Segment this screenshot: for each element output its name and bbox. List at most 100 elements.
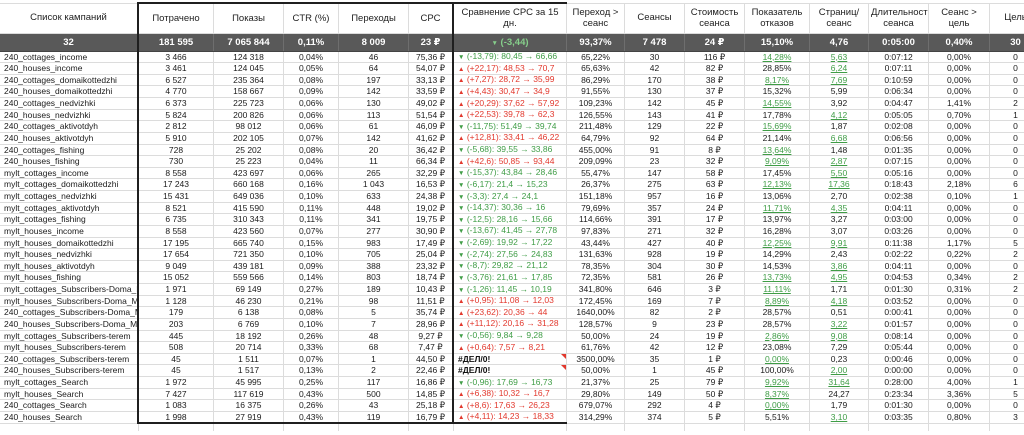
cell-bounce[interactable]: 14,29%: [745, 249, 810, 261]
cell-spent[interactable]: 6 373: [138, 98, 214, 110]
cell-name[interactable]: mylt_cottages_Subscribers-terem: [0, 330, 138, 342]
cell-t2s[interactable]: 109,23%: [567, 98, 625, 110]
cell-clicks[interactable]: 983: [339, 237, 409, 249]
cell-shows[interactable]: 660 168: [214, 179, 284, 191]
cell-dur[interactable]: 0:04:11: [869, 260, 929, 272]
cell-bounce[interactable]: 8,17%: [745, 74, 810, 86]
summary-cell-cmp[interactable]: ▼ (-3,44): [453, 33, 567, 51]
cell-name[interactable]: mylt_cottages_Search: [0, 377, 138, 389]
cell-clicks[interactable]: 388: [339, 260, 409, 272]
cell-pages[interactable]: 17,36: [810, 179, 869, 191]
cell-ctr[interactable]: 0,06%: [284, 167, 339, 179]
cell-ctr[interactable]: 0,04%: [284, 156, 339, 168]
cell-pages[interactable]: 2,70: [810, 191, 869, 203]
cell-s2g[interactable]: 0,00%: [929, 214, 990, 226]
cell-dur[interactable]: 0:10:59: [869, 74, 929, 86]
cell-scost[interactable]: 3 ₽: [685, 284, 745, 296]
cell-t2s[interactable]: 211,48%: [567, 121, 625, 133]
cell-cpc[interactable]: 41,62 ₽: [409, 132, 454, 144]
summary-cell-spent[interactable]: 181 595: [138, 33, 214, 51]
bounce-value[interactable]: 13,73%: [763, 272, 792, 282]
cell-sess[interactable]: 23: [625, 156, 685, 168]
pages-value[interactable]: 5,50: [831, 168, 848, 178]
cell-scost[interactable]: 2 ₽: [685, 307, 745, 319]
cell-clicks[interactable]: 11: [339, 156, 409, 168]
cell-bounce[interactable]: 11,71%: [745, 202, 810, 214]
cell-t2s[interactable]: 114,66%: [567, 214, 625, 226]
cell-goal[interactable]: 6: [990, 179, 1024, 191]
cell-ctr[interactable]: 0,06%: [284, 98, 339, 110]
cell-bounce[interactable]: 28,85%: [745, 63, 810, 75]
cell-cpc[interactable]: 75,36 ₽: [409, 51, 454, 63]
empty-cell[interactable]: [810, 423, 869, 431]
cell-shows[interactable]: 98 012: [214, 121, 284, 133]
cell-dur[interactable]: 0:04:47: [869, 98, 929, 110]
cell-goal[interactable]: 0: [990, 295, 1024, 307]
cell-bounce[interactable]: 8,89%: [745, 295, 810, 307]
cell-cmp[interactable]: #ДЕЛ/0!: [453, 353, 567, 365]
cell-spent[interactable]: 15 431: [138, 191, 214, 203]
cell-clicks[interactable]: 1 043: [339, 179, 409, 191]
cell-dur[interactable]: 0:02:08: [869, 121, 929, 133]
cell-bounce[interactable]: 5,51%: [745, 411, 810, 423]
bounce-value[interactable]: 11,11%: [763, 284, 791, 294]
cell-cmp[interactable]: ▲ (+6,38): 10,32 → 16,7: [453, 388, 567, 400]
cell-sess[interactable]: 92: [625, 132, 685, 144]
cell-sess[interactable]: 169: [625, 295, 685, 307]
bounce-value[interactable]: 8,89%: [765, 296, 789, 306]
cell-clicks[interactable]: 277: [339, 225, 409, 237]
cell-pages[interactable]: 9,08: [810, 330, 869, 342]
cell-sess[interactable]: 427: [625, 237, 685, 249]
cell-scost[interactable]: 5 ₽: [685, 411, 745, 423]
cell-pages[interactable]: 4,35: [810, 202, 869, 214]
pages-value[interactable]: 9,91: [831, 238, 848, 248]
summary-cell-cpc[interactable]: 23 ₽: [409, 33, 454, 51]
empty-cell[interactable]: [339, 423, 409, 431]
cell-ctr[interactable]: 0,13%: [284, 365, 339, 377]
cell-goal[interactable]: 0: [990, 86, 1024, 98]
bounce-value[interactable]: 8,17%: [765, 75, 789, 85]
cell-pages[interactable]: 5,99: [810, 86, 869, 98]
cell-scost[interactable]: 32 ₽: [685, 225, 745, 237]
cell-name[interactable]: mylt_houses_Subscribers-terem: [0, 342, 138, 354]
cell-sess[interactable]: 142: [625, 98, 685, 110]
cell-cpc[interactable]: 10,43 ₽: [409, 284, 454, 296]
col-header-spent[interactable]: Потрачено: [138, 3, 214, 33]
bounce-value[interactable]: 11,71%: [763, 203, 791, 213]
cell-t2s[interactable]: 78,35%: [567, 260, 625, 272]
cell-pages[interactable]: 3,27: [810, 214, 869, 226]
cell-scost[interactable]: 30 ₽: [685, 260, 745, 272]
cell-s2g[interactable]: 0,22%: [929, 249, 990, 261]
cell-spent[interactable]: 1 972: [138, 377, 214, 389]
cell-shows[interactable]: 1 517: [214, 365, 284, 377]
cell-dur[interactable]: 0:07:12: [869, 51, 929, 63]
empty-cell[interactable]: [0, 423, 138, 431]
cell-s2g[interactable]: 0,00%: [929, 295, 990, 307]
cell-t2s[interactable]: 128,57%: [567, 318, 625, 330]
cell-t2s[interactable]: 1640,00%: [567, 307, 625, 319]
cell-goal[interactable]: 0: [990, 365, 1024, 377]
cell-s2g[interactable]: 0,00%: [929, 74, 990, 86]
cell-sess[interactable]: 82: [625, 307, 685, 319]
cell-sess[interactable]: 143: [625, 109, 685, 121]
cell-cmp[interactable]: ▼ (-6,17): 21,4 → 15,23: [453, 179, 567, 191]
pages-value[interactable]: 4,95: [831, 272, 848, 282]
cell-s2g[interactable]: 0,00%: [929, 132, 990, 144]
cell-name[interactable]: mylt_houses_nedvizhki: [0, 249, 138, 261]
cell-cpc[interactable]: 54,07 ₽: [409, 63, 454, 75]
cell-ctr[interactable]: 0,10%: [284, 191, 339, 203]
cell-name[interactable]: mylt_houses_aktivotdyh: [0, 260, 138, 272]
cell-ctr[interactable]: 0,07%: [284, 353, 339, 365]
cell-clicks[interactable]: 61: [339, 121, 409, 133]
cell-spent[interactable]: 8 521: [138, 202, 214, 214]
cell-goal[interactable]: 5: [990, 388, 1024, 400]
cell-s2g[interactable]: 1,17%: [929, 237, 990, 249]
cell-bounce[interactable]: 17,78%: [745, 109, 810, 121]
cell-s2g[interactable]: 4,00%: [929, 377, 990, 389]
cell-ctr[interactable]: 0,27%: [284, 284, 339, 296]
cell-name[interactable]: mylt_cottages_Subscribers-Doma_MT: [0, 284, 138, 296]
cell-dur[interactable]: 0:00:46: [869, 353, 929, 365]
cell-clicks[interactable]: 7: [339, 318, 409, 330]
cell-ctr[interactable]: 0,05%: [284, 63, 339, 75]
empty-cell[interactable]: [625, 423, 685, 431]
